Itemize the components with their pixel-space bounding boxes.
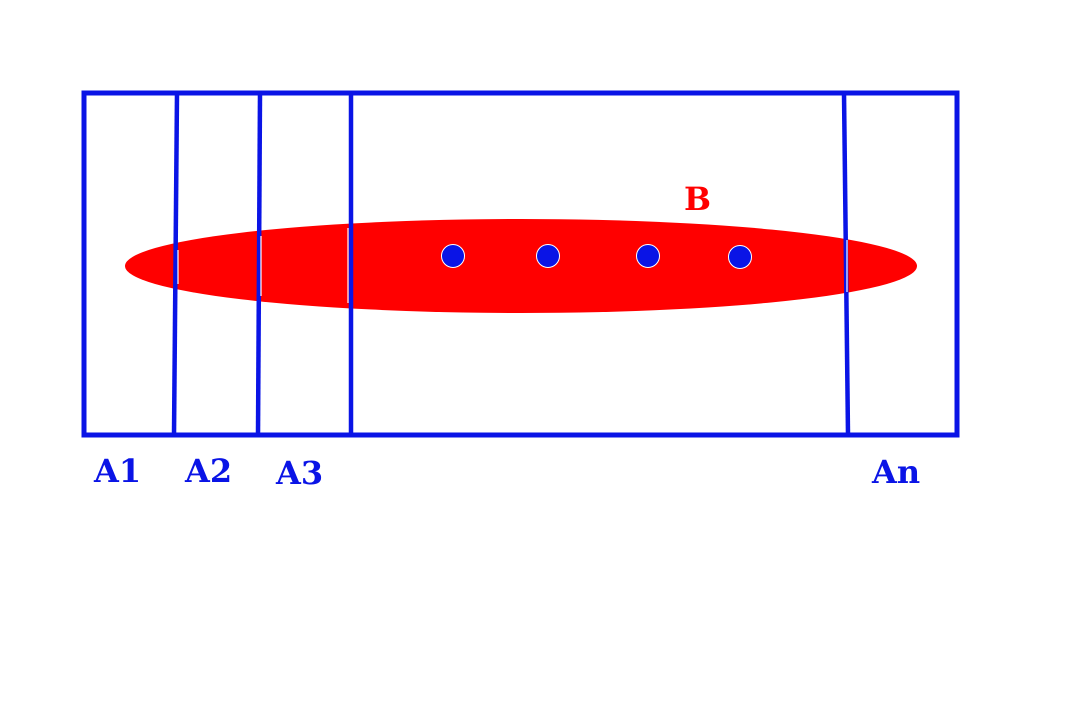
- set-b-ellipse: [125, 219, 917, 313]
- partition-line-2: [258, 93, 260, 435]
- partition-line-1: [174, 93, 177, 435]
- dot-4: [729, 246, 752, 269]
- label-a2: A2: [184, 452, 232, 490]
- dot-1: [442, 245, 465, 268]
- label-b: B: [684, 180, 711, 218]
- dot-3: [637, 245, 660, 268]
- label-a1: A1: [93, 452, 141, 490]
- dot-2: [537, 245, 560, 268]
- label-a3: A3: [275, 454, 323, 492]
- label-an: An: [871, 453, 920, 491]
